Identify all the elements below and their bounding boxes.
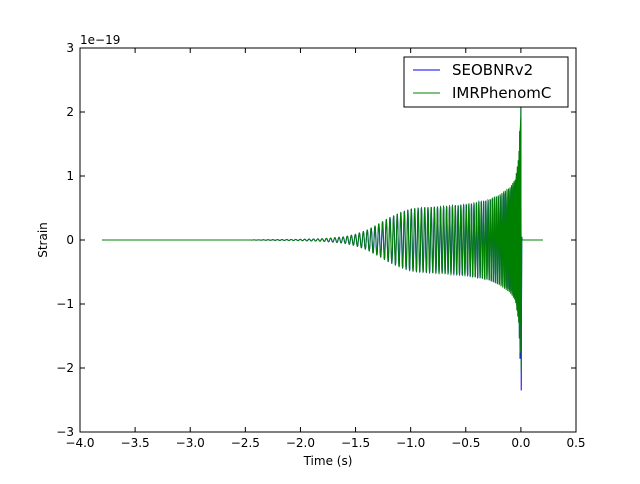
x-tick-label: −2.0 <box>286 436 315 450</box>
legend-label-seobnrv2: SEOBNRv2 <box>452 61 533 79</box>
y-tick-label: 1 <box>66 169 74 183</box>
ticks-layer: −4.0 −3.5 −3.0 −2.5 −2.0 −1.5 −1.0 −0.5 0.0 0.5 −3… <box>56 41 585 450</box>
x-tick-label: −0.5 <box>451 436 480 450</box>
series-layer <box>102 92 543 391</box>
x-tick-label: 0.5 <box>566 436 585 450</box>
series-line-imrphenomc <box>102 105 543 372</box>
x-tick-label: −4.0 <box>65 436 94 450</box>
legend-label-imrphenomc: IMRPhenomC <box>452 84 551 102</box>
x-tick-label: −1.0 <box>396 436 425 450</box>
y-tick-label: 2 <box>66 105 74 119</box>
y-tick-label: −1 <box>56 297 74 311</box>
y-offset-label: 1e−19 <box>80 33 120 47</box>
x-tick-label: −1.5 <box>341 436 370 450</box>
x-tick-label: −3.0 <box>176 436 205 450</box>
x-tick-label: −3.5 <box>121 436 150 450</box>
y-tick-label: −3 <box>56 425 74 439</box>
y-tick-label: 0 <box>66 233 74 247</box>
y-tick-label: −2 <box>56 361 74 375</box>
x-tick-label: −2.5 <box>231 436 260 450</box>
x-tick-label: 0.0 <box>511 436 530 450</box>
y-axis-label: Strain <box>36 222 50 258</box>
x-axis-label: Time (s) <box>303 454 353 468</box>
legend-frame <box>403 56 569 108</box>
legend: SEOBNRv2 IMRPhenomC <box>403 56 569 108</box>
y-tick-label: 3 <box>66 41 74 55</box>
